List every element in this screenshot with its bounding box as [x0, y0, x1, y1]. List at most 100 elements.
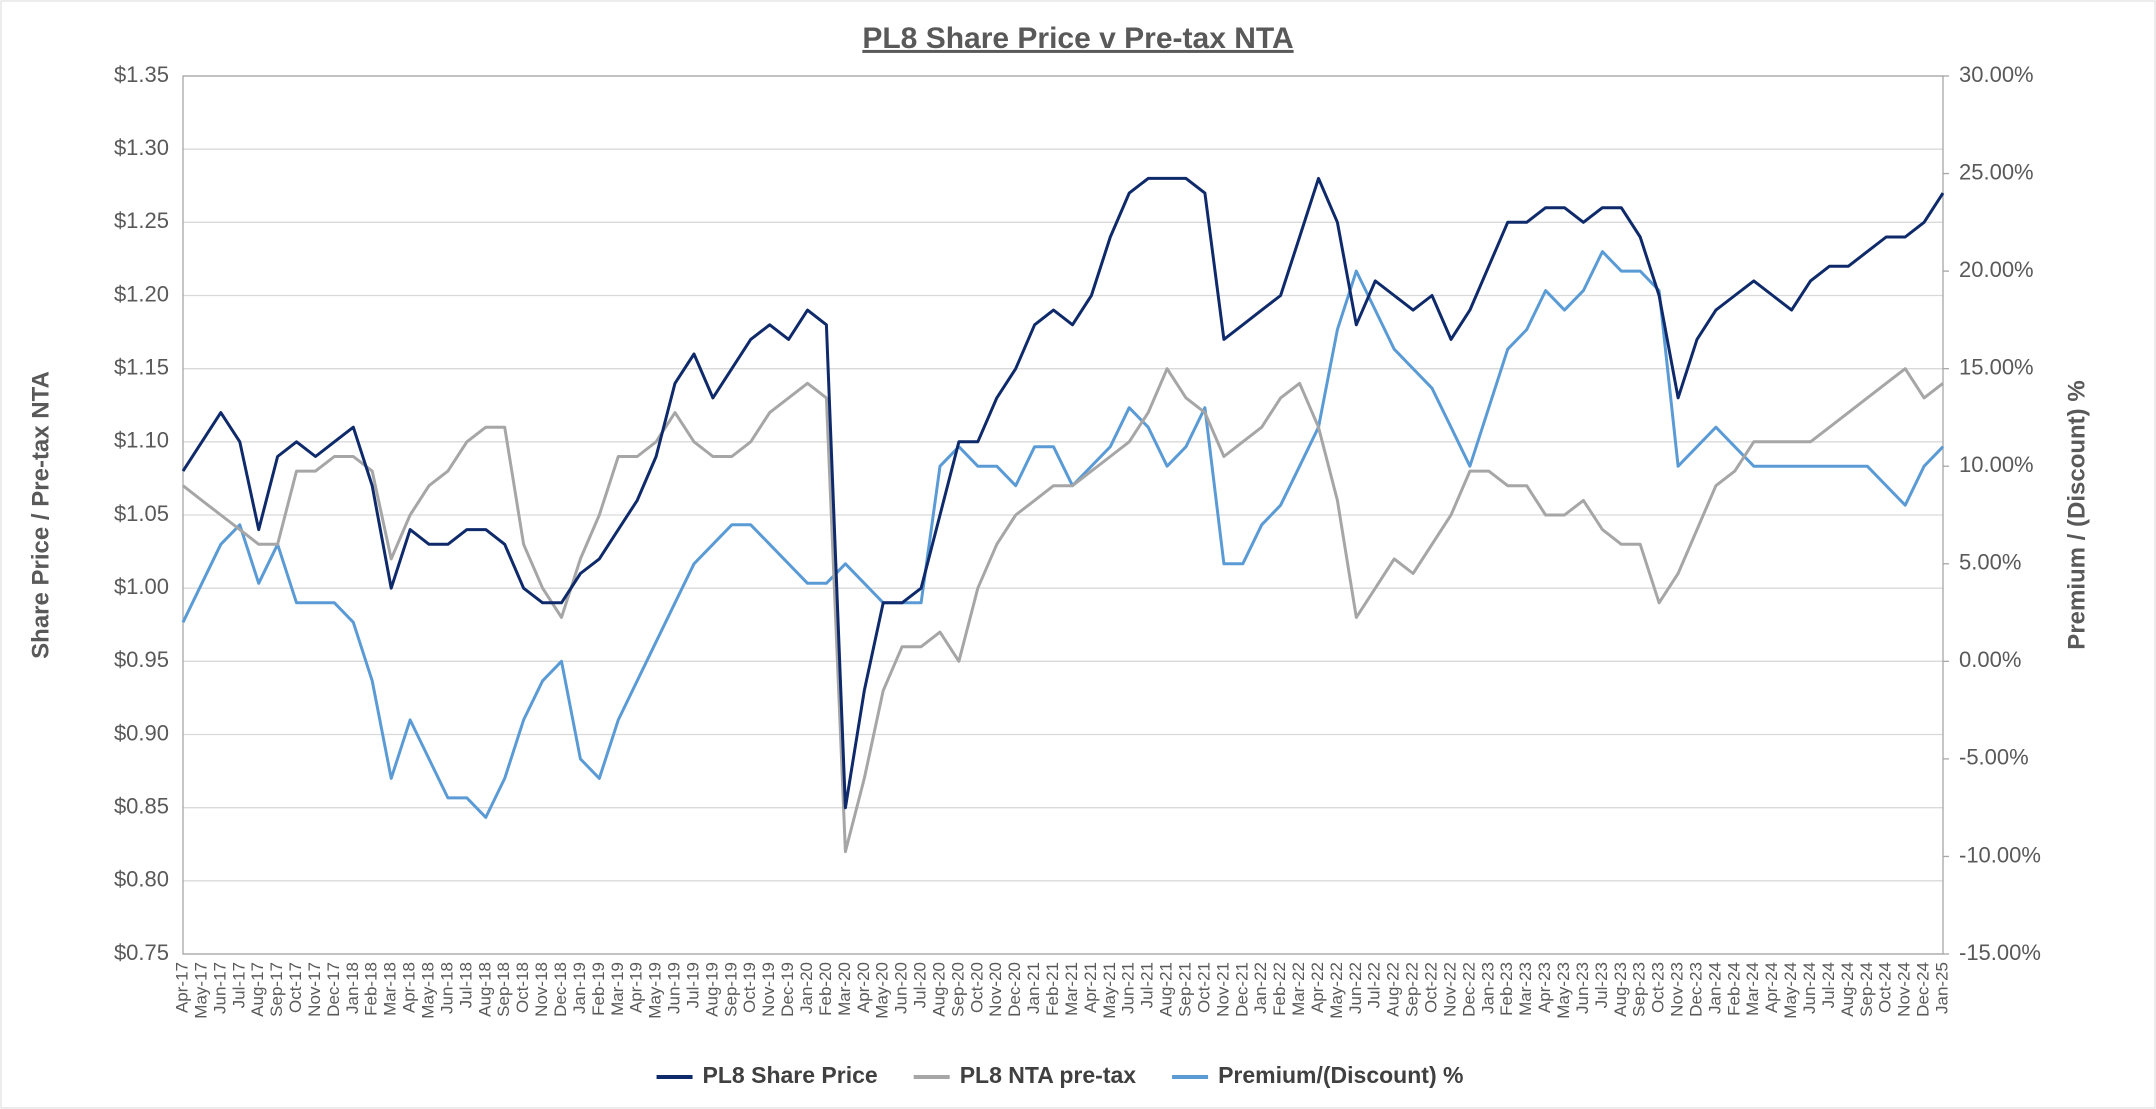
x-tick-label: Apr-21 [1081, 962, 1100, 1013]
x-tick-label: Oct-19 [740, 962, 759, 1013]
x-tick-label: Jan-21 [1024, 962, 1043, 1014]
x-tick-label: May-19 [646, 962, 665, 1019]
x-tick-label: Sep-24 [1857, 962, 1876, 1017]
x-tick-label: Feb-22 [1270, 962, 1289, 1016]
x-tick-label: Sep-19 [721, 962, 740, 1017]
x-tick-label: Aug-17 [248, 962, 267, 1017]
x-tick-label: Oct-23 [1649, 962, 1668, 1013]
legend-label: PL8 Share Price [703, 1062, 878, 1088]
y2-tick-label: 20.00% [1959, 257, 2034, 282]
x-tick-label: Apr-18 [400, 962, 419, 1013]
x-tick-label: Aug-18 [475, 962, 494, 1017]
x-tick-label: Nov-22 [1440, 962, 1459, 1017]
x-tick-label: Oct-24 [1876, 962, 1895, 1013]
x-tick-label: Feb-20 [816, 962, 835, 1016]
x-tick-label: Jan-18 [343, 962, 362, 1014]
x-tick-label: May-23 [1554, 962, 1573, 1019]
x-tick-label: Jan-25 [1932, 962, 1951, 1014]
x-tick-label: Apr-17 [172, 962, 191, 1013]
x-tick-label: May-17 [191, 962, 210, 1019]
x-tick-label: Apr-19 [627, 962, 646, 1013]
x-tick-label: Jan-20 [797, 962, 816, 1014]
x-tick-label: Mar-21 [1062, 962, 1081, 1016]
y-tick-label: $1.35 [114, 62, 169, 87]
x-tick-label: Aug-23 [1611, 962, 1630, 1017]
x-tick-label: Sep-17 [267, 962, 286, 1017]
y2-tick-label: 5.00% [1959, 550, 2021, 575]
x-tick-label: Jul-20 [911, 962, 930, 1008]
x-tick-label: Jul-19 [683, 962, 702, 1008]
y2-tick-label: 0.00% [1959, 647, 2021, 672]
x-tick-label: Jun-21 [1119, 962, 1138, 1014]
x-tick-label: Nov-24 [1895, 962, 1914, 1017]
x-tick-label: Nov-19 [759, 962, 778, 1017]
x-tick-label: Apr-23 [1535, 962, 1554, 1013]
y2-tick-label: -15.00% [1959, 940, 2041, 965]
x-tick-label: Feb-24 [1724, 962, 1743, 1016]
x-tick-label: Jul-24 [1819, 962, 1838, 1008]
y2-tick-label: 25.00% [1959, 159, 2034, 184]
x-tick-label: Oct-17 [286, 962, 305, 1013]
y-tick-label: $1.00 [114, 574, 169, 599]
x-tick-label: Aug-21 [1157, 962, 1176, 1017]
y2-tick-label: 10.00% [1959, 452, 2034, 477]
x-tick-label: Nov-23 [1668, 962, 1687, 1017]
x-tick-label: Dec-21 [1232, 962, 1251, 1017]
y-tick-label: $0.85 [114, 793, 169, 818]
legend-label: Premium/(Discount) % [1218, 1062, 1463, 1088]
x-tick-label: Sep-23 [1630, 962, 1649, 1017]
x-tick-label: Jan-19 [570, 962, 589, 1014]
x-tick-label: Sep-18 [494, 962, 513, 1017]
x-tick-label: Nov-20 [986, 962, 1005, 1017]
x-tick-label: Dec-20 [1005, 962, 1024, 1017]
x-tick-label: Dec-24 [1914, 962, 1933, 1017]
x-tick-label: Feb-23 [1497, 962, 1516, 1016]
x-tick-label: Dec-23 [1686, 962, 1705, 1017]
y-tick-label: $1.05 [114, 501, 169, 526]
x-tick-label: Nov-18 [532, 962, 551, 1017]
x-tick-label: Apr-22 [1308, 962, 1327, 1013]
x-tick-label: May-21 [1100, 962, 1119, 1019]
x-tick-label: Mar-19 [608, 962, 627, 1016]
plot-border [182, 75, 1944, 955]
y2-tick-label: 15.00% [1959, 354, 2034, 379]
x-tick-label: Jul-21 [1138, 962, 1157, 1008]
x-tick-label: Dec-22 [1459, 962, 1478, 1017]
x-tick-label: Nov-21 [1213, 962, 1232, 1017]
x-tick-label: Sep-21 [1175, 962, 1194, 1017]
y2-tick-label: 30.00% [1959, 62, 2034, 87]
x-tick-label: Oct-18 [513, 962, 532, 1013]
x-tick-label: Nov-17 [305, 962, 324, 1017]
x-tick-label: Mar-24 [1743, 962, 1762, 1016]
x-tick-label: Jun-24 [1800, 962, 1819, 1014]
x-tick-label: Jun-23 [1573, 962, 1592, 1014]
x-tick-label: Mar-18 [381, 962, 400, 1016]
series-line [181, 250, 1945, 819]
y-tick-label: $0.75 [114, 940, 169, 965]
x-tick-label: Jan-23 [1478, 962, 1497, 1014]
y-tick-label: $0.80 [114, 867, 169, 892]
x-tick-label: Jul-18 [456, 962, 475, 1008]
y-tick-label: $1.10 [114, 428, 169, 453]
x-tick-label: Jul-23 [1592, 962, 1611, 1008]
x-tick-label: Oct-22 [1422, 962, 1441, 1013]
x-tick-label: Jun-19 [665, 962, 684, 1014]
x-tick-label: Dec-18 [551, 962, 570, 1017]
x-tick-label: Apr-20 [854, 962, 873, 1013]
x-tick-label: Jun-22 [1346, 962, 1365, 1014]
x-tick-label: Aug-22 [1384, 962, 1403, 1017]
y2-tick-label: -10.00% [1959, 842, 2041, 867]
x-tick-label: Mar-23 [1516, 962, 1535, 1016]
y2-axis-title: Premium / (Discount) % [2063, 380, 2090, 649]
x-tick-label: Mar-20 [835, 962, 854, 1016]
x-tick-label: Jan-22 [1251, 962, 1270, 1014]
y-tick-label: $1.30 [114, 135, 169, 160]
x-tick-label: Jun-17 [210, 962, 229, 1014]
x-tick-label: Jul-17 [229, 962, 248, 1008]
series-line [181, 176, 1945, 810]
y-axis-title: Share Price / Pre-tax NTA [27, 371, 54, 659]
x-tick-label: May-24 [1781, 962, 1800, 1019]
x-tick-label: Jan-24 [1705, 962, 1724, 1014]
